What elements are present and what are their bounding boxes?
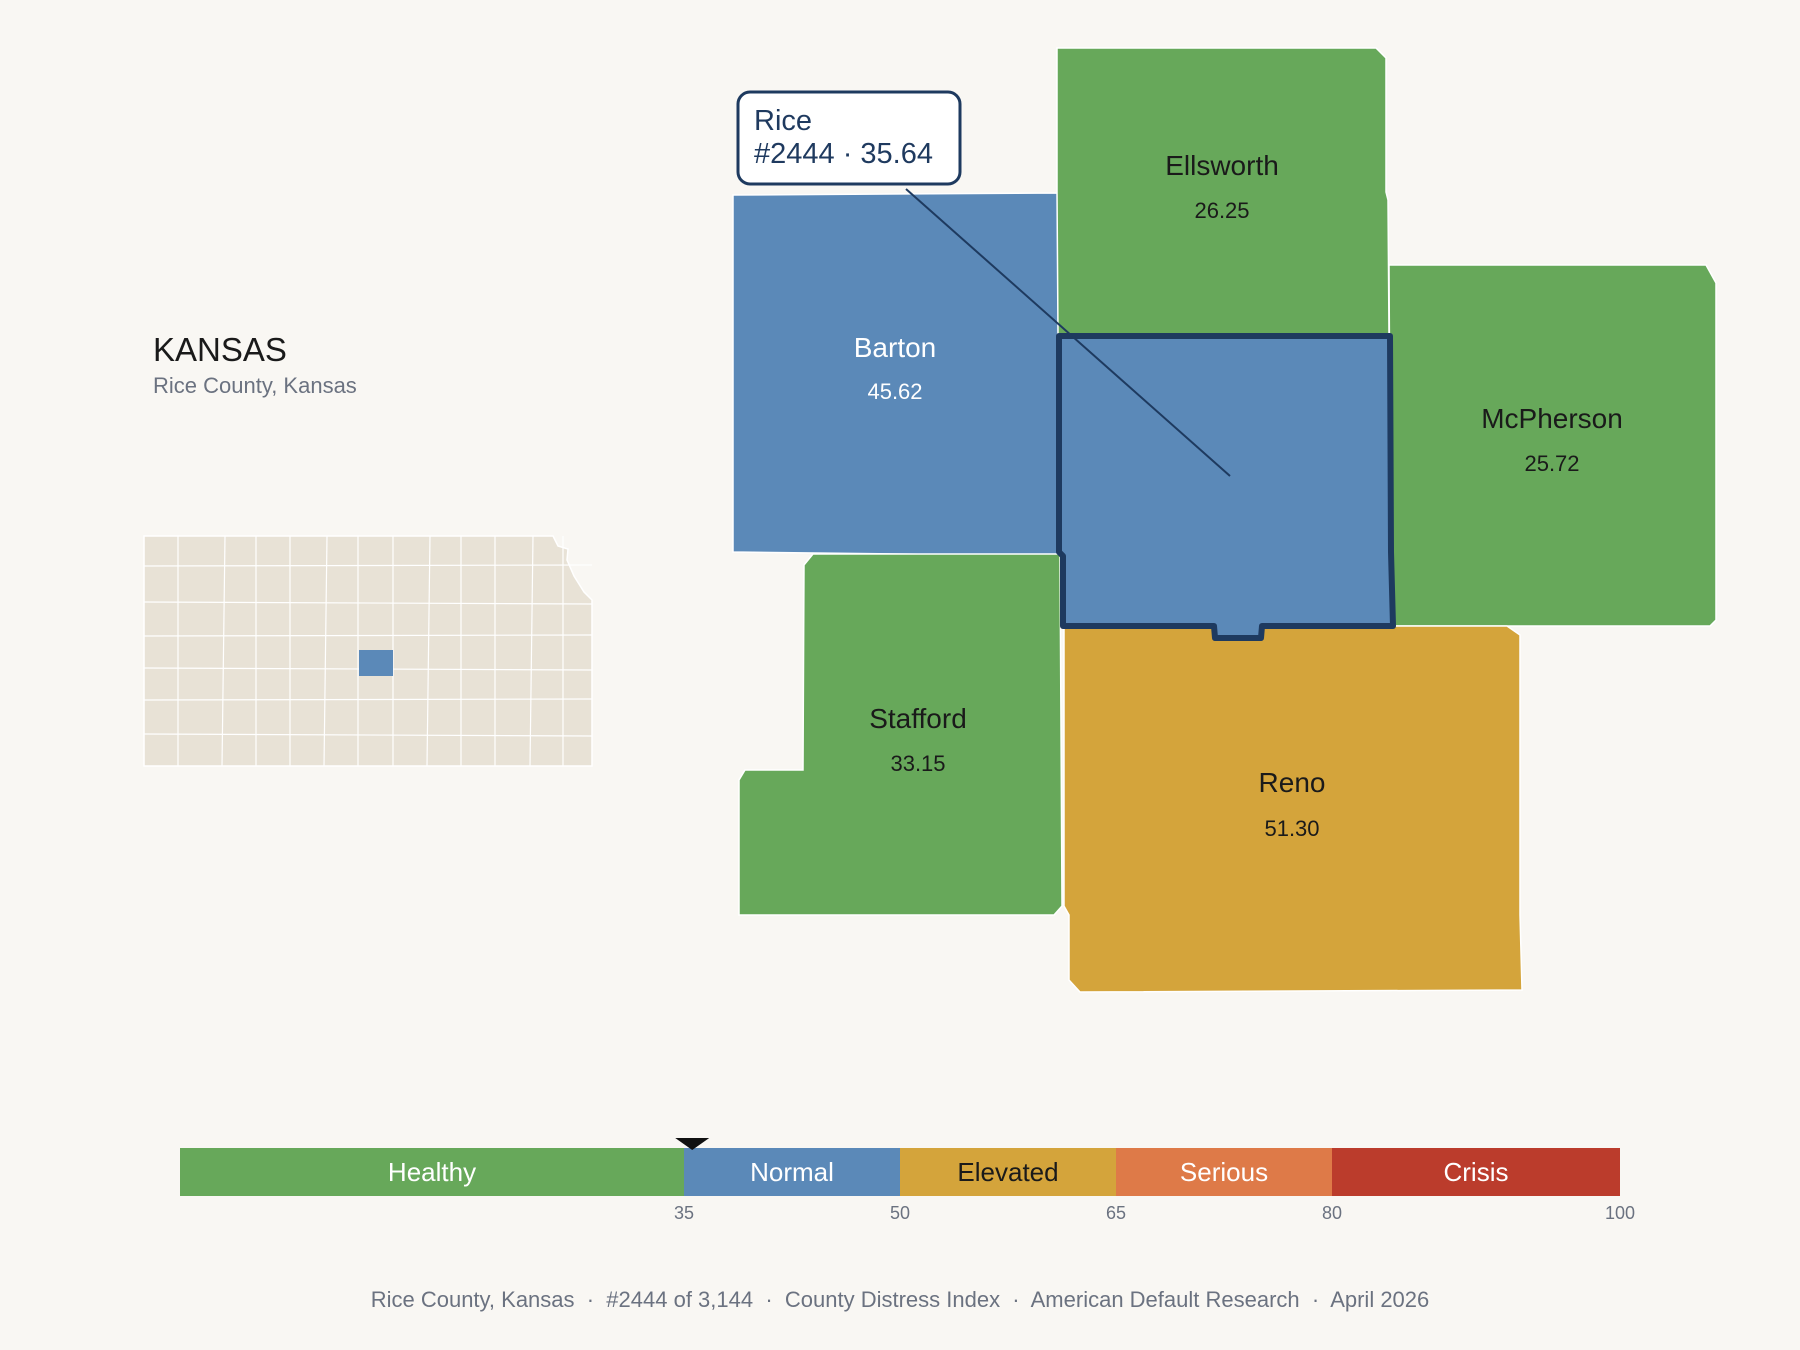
inset-county-line [323, 535, 328, 767]
scale-tick-50: 50 [890, 1203, 910, 1223]
inset-county-line [143, 698, 593, 701]
county-shape-stafford[interactable] [738, 553, 1063, 916]
county-shape-mcpherson[interactable] [1388, 264, 1717, 627]
county-label-stafford: Stafford [869, 703, 967, 734]
county-shape-reno[interactable] [1063, 625, 1523, 993]
scale-band-serious [1116, 1148, 1332, 1196]
county-shape-rice[interactable] [1056, 333, 1396, 641]
county-value-reno: 51.30 [1264, 816, 1319, 841]
county-reno[interactable]: Reno 51.30 [1063, 625, 1523, 993]
county-label-reno: Reno [1259, 767, 1326, 798]
inset-county-line [221, 535, 226, 767]
county-label-ellsworth: Ellsworth [1165, 150, 1279, 181]
scale-marker-triangle [675, 1138, 710, 1150]
county-callout: Rice #2444 · 35.64 [736, 90, 1231, 477]
county-mcpherson[interactable]: McPherson 25.72 [1388, 264, 1717, 627]
inset-county-line [143, 634, 593, 637]
county-value-stafford: 33.15 [890, 751, 945, 776]
distress-scale-legend: Healthy Normal Elevated Serious Crisis 35 50 65… [180, 1138, 1635, 1223]
county-value-barton: 45.62 [867, 379, 922, 404]
callout-box [736, 90, 962, 186]
scale-band-elevated [900, 1148, 1116, 1196]
scale-tick-35: 35 [674, 1203, 694, 1223]
county-value-mcpherson: 25.72 [1524, 451, 1579, 476]
inset-rice-county[interactable] [359, 650, 393, 676]
scale-tick-65: 65 [1106, 1203, 1126, 1223]
state-subtitle: Rice County, Kansas [153, 373, 357, 398]
scale-band-label-crisis: Crisis [1444, 1157, 1509, 1187]
scale-tick-80: 80 [1322, 1203, 1342, 1223]
county-label-barton: Barton [854, 332, 937, 363]
scale-band-label-elevated: Elevated [957, 1157, 1058, 1187]
county-label-mcpherson: McPherson [1481, 403, 1623, 434]
scale-band-crisis [1332, 1148, 1620, 1196]
inset-county-line [426, 535, 431, 767]
scale-band-healthy [180, 1148, 684, 1196]
state-title: KANSAS [153, 331, 287, 368]
inset-county-line [143, 601, 593, 605]
county-stafford[interactable]: Stafford 33.15 [738, 553, 1063, 916]
inset-county-line [529, 535, 534, 767]
scale-band-label-normal: Normal [750, 1157, 834, 1187]
callout-detail: #2444 · 35.64 [754, 138, 933, 170]
footer-credits: Rice County, Kansas · #2444 of 3,144 · C… [371, 1287, 1430, 1312]
callout-county-name: Rice [754, 105, 812, 137]
county-ellsworth[interactable]: Ellsworth 26.25 [1056, 47, 1390, 337]
county-shape-ellsworth[interactable] [1056, 47, 1390, 337]
county-rice[interactable] [1056, 333, 1396, 641]
state-inset-map [143, 535, 593, 767]
callout-leader-line [905, 188, 1231, 477]
inset-county-line [143, 733, 593, 737]
county-value-ellsworth: 26.25 [1194, 198, 1249, 223]
scale-band-label-serious: Serious [1180, 1157, 1268, 1187]
scale-band-label-healthy: Healthy [388, 1157, 476, 1187]
scale-band-normal [684, 1148, 900, 1196]
county-shape-barton[interactable] [732, 192, 1060, 557]
county-barton[interactable]: Barton 45.62 [732, 192, 1060, 557]
inset-county-line [143, 564, 593, 567]
scale-tick-100: 100 [1605, 1203, 1635, 1223]
